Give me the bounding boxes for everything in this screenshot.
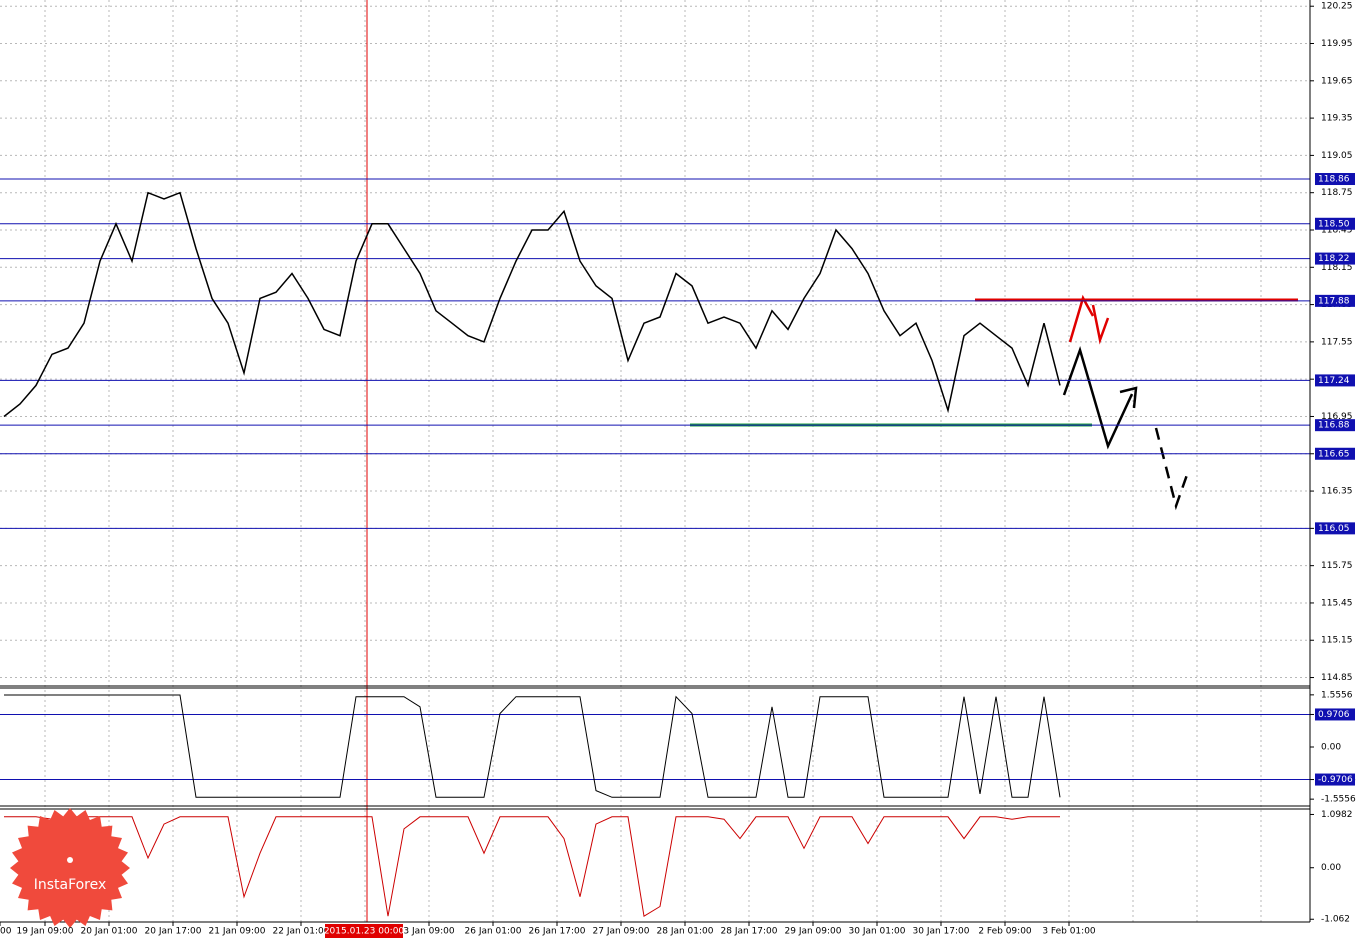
logo-badge: [10, 808, 130, 928]
y-tick-label: -1.062: [1321, 915, 1350, 925]
x-tick-label: 27 Jan 09:00: [593, 927, 650, 937]
level-label-box: [1315, 173, 1355, 186]
x-tick-label: 00: [0, 927, 12, 937]
logo: InstaForex: [10, 808, 130, 928]
series-line: [4, 816, 1060, 918]
x-tick-label: 26 Jan 01:00: [465, 927, 522, 937]
level-label-box: [1315, 217, 1355, 230]
cursor-label: 2015.01.23 00:00: [324, 927, 405, 937]
y-tick-label: 119.05: [1321, 151, 1353, 161]
y-tick-label: 0.00: [1321, 743, 1341, 753]
forecast-arrow-down: [1062, 345, 1134, 450]
level-label: 117.88: [1318, 296, 1350, 306]
level-label-box: [1315, 773, 1355, 786]
y-tick-label: 118.45: [1321, 225, 1353, 235]
x-tick-label: 30 Jan 17:00: [913, 927, 970, 937]
y-tick-label: 119.35: [1321, 114, 1353, 124]
y-tick-label: 115.75: [1321, 561, 1353, 571]
x-tick-label: 30 Jan 01:00: [849, 927, 906, 937]
x-tick-label: 3 Jan 09:00: [403, 927, 455, 937]
y-tick-label: 118.75: [1321, 188, 1353, 198]
x-tick-label: 22 Jan 01:00: [273, 927, 330, 937]
y-tick-label: 114.85: [1321, 673, 1353, 683]
x-tick-label: 20 Jan 17:00: [145, 927, 202, 937]
logo-text: InstaForex: [34, 877, 107, 893]
level-label-box: [1315, 419, 1355, 432]
x-tick-label: 20 Jan 01:00: [81, 927, 138, 937]
x-tick-label: 28 Jan 17:00: [721, 927, 778, 937]
forecast-arrow-up-head: [1091, 304, 1110, 345]
level-label-box: [1315, 294, 1355, 307]
x-tick-label: 29 Jan 09:00: [785, 927, 842, 937]
y-tick-label: 119.95: [1321, 39, 1353, 49]
y-tick-label: 115.15: [1321, 636, 1353, 646]
x-tick-label: 2 Feb 09:00: [978, 927, 1032, 937]
y-tick-label: 120.25: [1321, 2, 1353, 12]
logo-mark: [67, 857, 73, 863]
level-label-box: [1315, 374, 1355, 387]
y-tick-label: 1.0982: [1321, 810, 1353, 820]
level-label: 116.88: [1318, 421, 1350, 431]
y-tick-label: 117.55: [1321, 337, 1353, 347]
level-label: 116.05: [1318, 524, 1350, 534]
y-tick-label: 118.15: [1321, 263, 1353, 273]
y-tick-label: 0.00: [1321, 863, 1341, 873]
series-line: [3, 191, 1061, 418]
x-tick-label: 21 Jan 09:00: [209, 927, 266, 937]
level-label-box: [1315, 447, 1355, 460]
level-label: 118.50: [1318, 219, 1350, 229]
level-label: 118.22: [1318, 254, 1350, 264]
series-line: [4, 694, 1061, 798]
x-tick-label: 19 Jan 09:00: [17, 927, 74, 937]
y-tick-label: 116.95: [1321, 412, 1353, 422]
x-tick-label: 26 Jan 17:00: [529, 927, 586, 937]
x-tick-label: 3 Feb 01:00: [1042, 927, 1096, 937]
x-tick-label: 28 Jan 01:00: [657, 927, 714, 937]
y-tick-label: 116.35: [1321, 487, 1353, 497]
y-tick-label: -1.5556: [1321, 795, 1356, 805]
forecast-arrow-up: [1068, 294, 1095, 343]
level-label-box: [1315, 522, 1355, 535]
forecast-arrow-head: [1119, 386, 1138, 409]
y-tick-label: 119.65: [1321, 76, 1353, 86]
level-label: 116.65: [1318, 449, 1350, 459]
level-label: 118.86: [1318, 175, 1350, 185]
level-label: 0.9706: [1318, 710, 1350, 720]
level-label: -0.9706: [1318, 775, 1353, 785]
level-label-box: [1315, 252, 1355, 265]
cursor-label-box: [325, 924, 403, 938]
level-label-box: [1315, 708, 1355, 721]
level-label: 117.24: [1318, 376, 1350, 386]
y-tick-label: 1.5556: [1321, 690, 1353, 700]
y-tick-label: 115.45: [1321, 598, 1353, 608]
